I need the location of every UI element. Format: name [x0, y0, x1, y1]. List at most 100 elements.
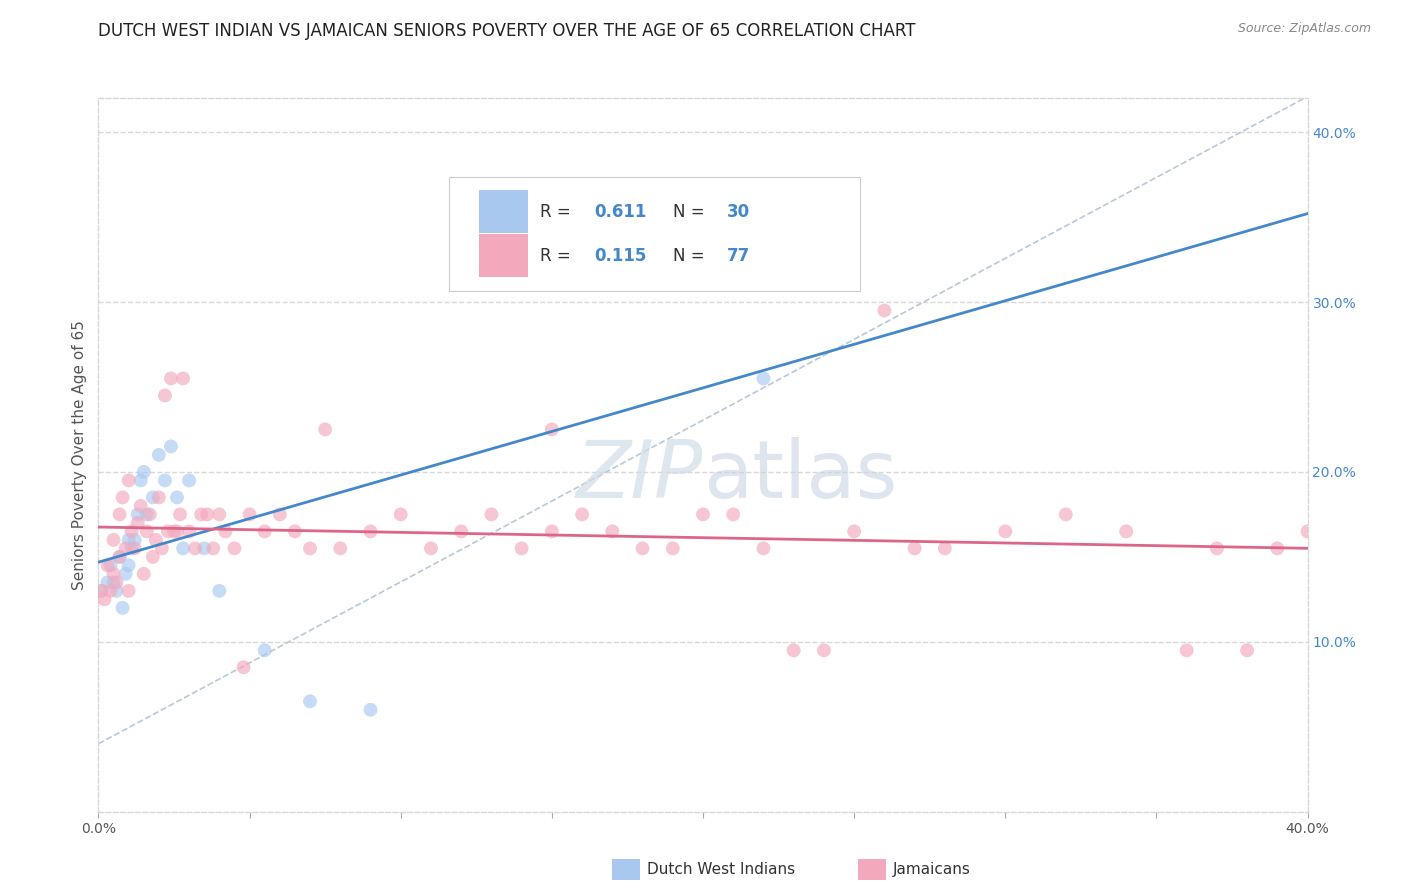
Point [142, 549, 165, 564]
Point [193, 541, 215, 556]
Point [103, 533, 125, 547]
Point [571, 193, 593, 207]
Point [184, 541, 207, 556]
Point [540, 524, 562, 539]
Point [160, 439, 183, 453]
Point [202, 541, 225, 556]
Point [1267, 541, 1289, 556]
Point [118, 558, 141, 573]
Text: N =: N = [673, 202, 710, 220]
Point [153, 388, 176, 402]
Point [208, 583, 231, 598]
Point [100, 583, 122, 598]
Point [121, 524, 143, 539]
Point [631, 541, 654, 556]
Point [994, 524, 1017, 539]
Point [118, 533, 141, 547]
Point [752, 541, 775, 556]
FancyBboxPatch shape [479, 235, 527, 277]
Point [132, 465, 155, 479]
Point [129, 499, 152, 513]
Point [148, 448, 170, 462]
Point [103, 566, 125, 581]
Point [153, 474, 176, 488]
Point [904, 541, 927, 556]
Point [1296, 524, 1319, 539]
FancyBboxPatch shape [449, 177, 860, 291]
Point [1327, 508, 1350, 522]
Point [114, 541, 136, 556]
Point [108, 508, 131, 522]
Point [284, 524, 307, 539]
Point [934, 541, 956, 556]
Point [145, 533, 167, 547]
Text: N =: N = [673, 247, 710, 265]
Point [172, 541, 194, 556]
Point [111, 491, 134, 505]
Point [179, 474, 201, 488]
Point [135, 524, 157, 539]
Point [692, 508, 714, 522]
Text: Dutch West Indians: Dutch West Indians [647, 863, 794, 877]
Point [96, 575, 118, 590]
Point [166, 524, 188, 539]
Point [105, 575, 128, 590]
Point [571, 508, 593, 522]
Point [420, 541, 443, 556]
Point [783, 643, 806, 657]
Point [314, 422, 336, 436]
Point [160, 371, 183, 385]
Point [169, 508, 191, 522]
Point [108, 549, 131, 564]
Point [90, 583, 112, 598]
Point [124, 541, 146, 556]
Point [1115, 524, 1137, 539]
Point [114, 566, 136, 581]
Point [111, 600, 134, 615]
Point [142, 491, 165, 505]
Point [90, 583, 112, 598]
Text: R =: R = [540, 247, 576, 265]
Text: 77: 77 [727, 247, 751, 265]
Point [127, 508, 149, 522]
Point [329, 541, 352, 556]
Y-axis label: Seniors Poverty Over the Age of 65: Seniors Poverty Over the Age of 65 [72, 320, 87, 590]
Point [299, 694, 322, 708]
Point [121, 541, 143, 556]
Point [124, 533, 146, 547]
Point [166, 491, 188, 505]
Point [723, 508, 745, 522]
Point [139, 508, 162, 522]
Point [214, 524, 236, 539]
Point [844, 524, 866, 539]
Point [1236, 643, 1258, 657]
Point [148, 491, 170, 505]
Point [1054, 508, 1077, 522]
Text: DUTCH WEST INDIAN VS JAMAICAN SENIORS POVERTY OVER THE AGE OF 65 CORRELATION CHA: DUTCH WEST INDIAN VS JAMAICAN SENIORS PO… [98, 22, 915, 40]
FancyBboxPatch shape [479, 190, 527, 233]
Point [208, 508, 231, 522]
Point [105, 583, 128, 598]
Point [510, 541, 533, 556]
Point [224, 541, 246, 556]
Point [253, 524, 276, 539]
Point [118, 583, 141, 598]
Point [93, 592, 115, 607]
Point [135, 508, 157, 522]
Point [190, 508, 212, 522]
Point [156, 524, 179, 539]
Point [150, 541, 173, 556]
Point [163, 524, 186, 539]
Point [1206, 541, 1229, 556]
Text: R =: R = [540, 202, 576, 220]
Point [118, 474, 141, 488]
Point [100, 558, 122, 573]
Point [232, 660, 254, 674]
Point [540, 422, 562, 436]
Point [752, 371, 775, 385]
Point [239, 508, 262, 522]
Point [172, 371, 194, 385]
Point [127, 516, 149, 530]
Text: Source: ZipAtlas.com: Source: ZipAtlas.com [1237, 22, 1371, 36]
Point [299, 541, 322, 556]
